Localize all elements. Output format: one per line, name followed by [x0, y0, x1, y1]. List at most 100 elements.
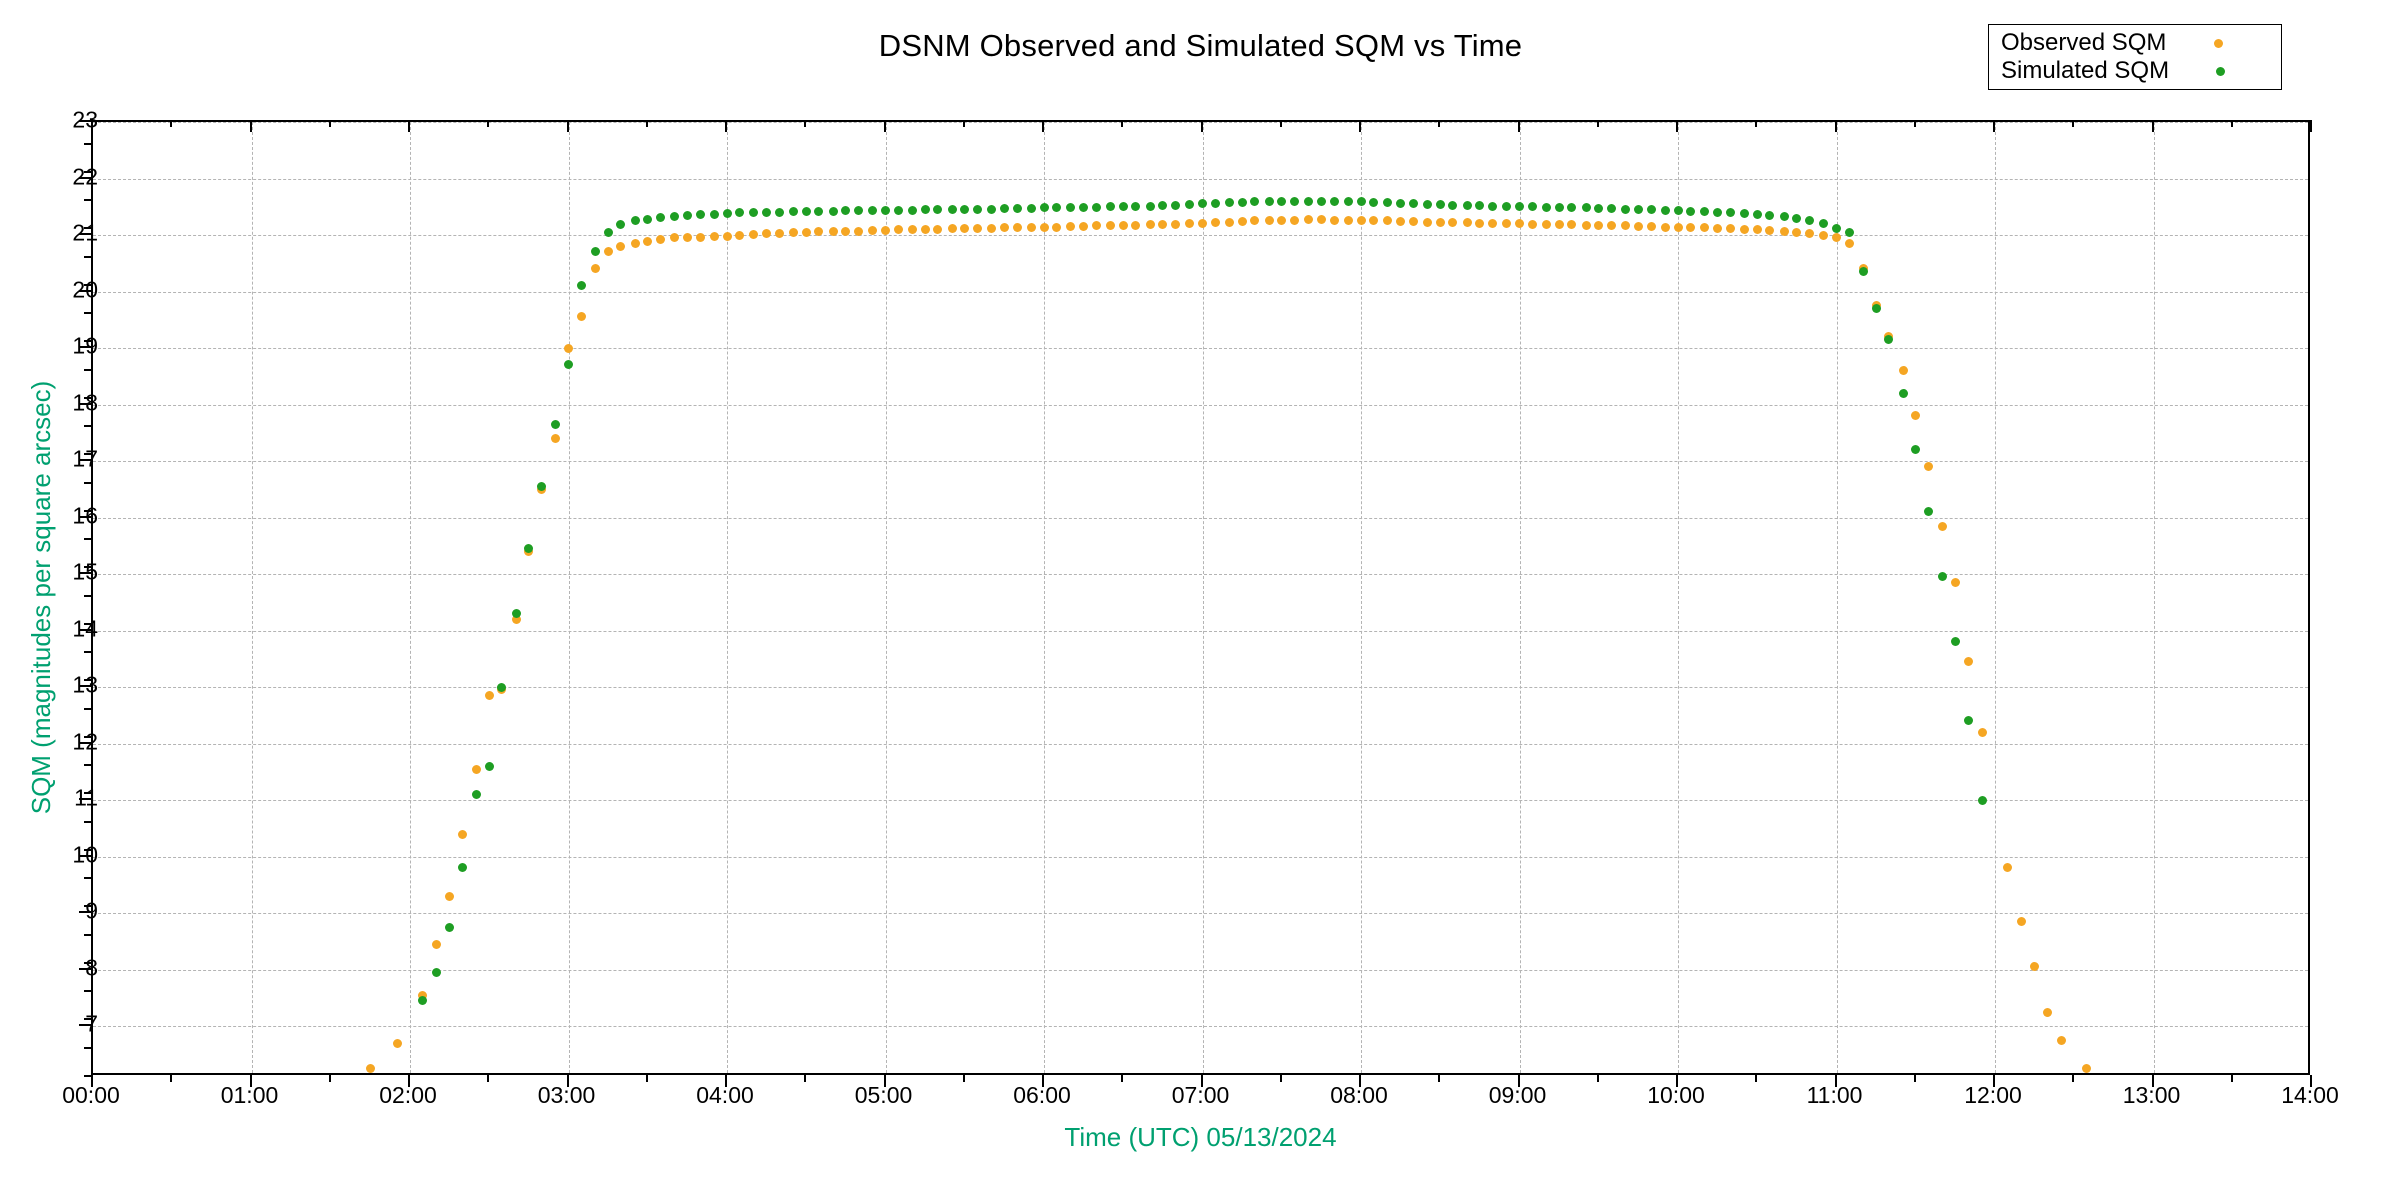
x-tick-label: 12:00 — [1964, 1082, 2022, 1108]
y-tick-mark-minor — [84, 594, 91, 597]
data-point-observed — [1527, 219, 1537, 229]
data-point-simulated — [933, 205, 943, 215]
data-point-observed — [1423, 217, 1433, 227]
x-tick-mark-top — [408, 120, 410, 132]
data-point-simulated — [1277, 196, 1287, 206]
gridline-vertical — [727, 122, 728, 1073]
data-point-simulated — [537, 481, 547, 491]
data-point-observed — [2042, 1007, 2052, 1017]
legend-swatch-wrap-simulated — [2169, 66, 2271, 76]
gridline-horizontal — [93, 1026, 2308, 1028]
data-point-observed — [603, 247, 613, 257]
y-tick-mark-minor — [84, 764, 91, 767]
y-tick-mark-minor — [84, 848, 91, 851]
x-tick-mark-minor — [1913, 1075, 1916, 1082]
data-point-observed — [1396, 216, 1406, 226]
data-point-observed — [881, 225, 890, 235]
y-tick-mark-minor — [84, 961, 91, 964]
data-point-simulated — [497, 682, 507, 692]
data-point-observed — [432, 939, 442, 949]
data-point-observed — [1606, 221, 1616, 231]
data-point-simulated — [418, 996, 428, 1006]
y-tick-mark-minor — [84, 820, 91, 823]
legend-label-simulated: Simulated SQM — [2001, 57, 2170, 84]
x-tick-mark-top-minor — [1755, 120, 1758, 127]
data-point-observed — [2003, 863, 2013, 873]
data-point-simulated — [1594, 203, 1604, 213]
y-tick-mark-minor — [84, 566, 91, 569]
data-point-observed — [1343, 215, 1353, 225]
x-tick-mark-top-minor — [962, 120, 965, 127]
data-point-simulated — [1026, 203, 1036, 213]
y-tick-label: 21 — [72, 219, 98, 246]
data-point-observed — [551, 433, 561, 443]
data-point-observed — [2082, 1064, 2092, 1073]
data-point-simulated — [1871, 303, 1881, 313]
data-point-simulated — [695, 210, 705, 220]
data-point-simulated — [590, 247, 600, 257]
data-point-simulated — [1950, 637, 1960, 647]
y-tick-mark — [79, 741, 91, 744]
gridline-horizontal — [93, 461, 2308, 463]
data-point-simulated — [576, 281, 586, 291]
y-tick-mark — [79, 854, 91, 857]
data-point-observed — [564, 343, 573, 353]
x-tick-mark-minor — [804, 1075, 807, 1082]
y-tick-mark-minor — [84, 538, 91, 541]
data-point-simulated — [1224, 198, 1234, 208]
y-tick-mark-minor — [84, 877, 91, 880]
y-tick-mark-minor — [84, 905, 91, 908]
y-tick-mark — [79, 515, 91, 518]
data-point-simulated — [1884, 335, 1894, 345]
legend-item-simulated[interactable]: Simulated SQM — [1989, 57, 2281, 85]
data-point-observed — [2030, 962, 2040, 972]
gridline-vertical — [251, 122, 253, 1073]
y-tick-label: 18 — [72, 389, 98, 416]
data-point-observed — [590, 264, 600, 274]
legend-item-observed[interactable]: Observed SQM — [1989, 29, 2281, 57]
y-tick-mark-minor — [84, 368, 91, 371]
data-point-observed — [1621, 221, 1631, 231]
x-tick-label: 03:00 — [537, 1082, 596, 1108]
data-point-observed — [1106, 221, 1116, 231]
data-point-simulated — [1606, 203, 1616, 213]
legend-label-observed: Observed SQM — [2001, 29, 2167, 56]
data-point-observed — [576, 312, 586, 322]
data-point-observed — [643, 237, 653, 247]
data-point-simulated — [1819, 219, 1829, 229]
data-point-observed — [1356, 215, 1366, 225]
y-tick-mark-minor — [84, 509, 91, 512]
y-tick-mark-minor — [84, 283, 91, 286]
data-point-observed — [1950, 578, 1960, 588]
data-point-simulated — [1237, 197, 1247, 207]
data-point-simulated — [1198, 199, 1207, 209]
y-tick-mark-minor — [84, 396, 91, 399]
data-point-observed — [920, 224, 930, 234]
data-point-observed — [1977, 727, 1987, 737]
data-point-simulated — [1145, 201, 1155, 211]
data-point-observed — [735, 230, 745, 240]
data-point-simulated — [841, 206, 851, 216]
data-point-simulated — [630, 216, 640, 226]
data-point-simulated — [564, 360, 573, 370]
data-point-observed — [1079, 222, 1089, 232]
y-tick-label: 8 — [85, 954, 98, 981]
data-point-observed — [1264, 215, 1274, 225]
y-tick-mark — [79, 572, 91, 575]
gridline-horizontal — [93, 404, 2308, 406]
y-tick-mark-minor — [84, 1046, 91, 1049]
x-tick-mark-minor — [962, 1075, 965, 1082]
data-point-observed — [814, 227, 824, 237]
y-tick-mark-minor — [84, 312, 91, 315]
data-point-simulated — [1185, 200, 1195, 209]
x-tick-mark-top — [883, 120, 886, 132]
data-point-simulated — [603, 227, 613, 237]
data-point-simulated — [432, 967, 442, 977]
y-tick-mark-minor — [84, 990, 91, 993]
data-point-observed — [1210, 218, 1220, 228]
y-tick-label: 9 — [85, 897, 98, 924]
data-point-observed — [1752, 225, 1762, 235]
data-point-observed — [1171, 219, 1181, 229]
x-tick-mark-top — [1042, 120, 1044, 132]
gridline-vertical — [1202, 122, 1204, 1073]
